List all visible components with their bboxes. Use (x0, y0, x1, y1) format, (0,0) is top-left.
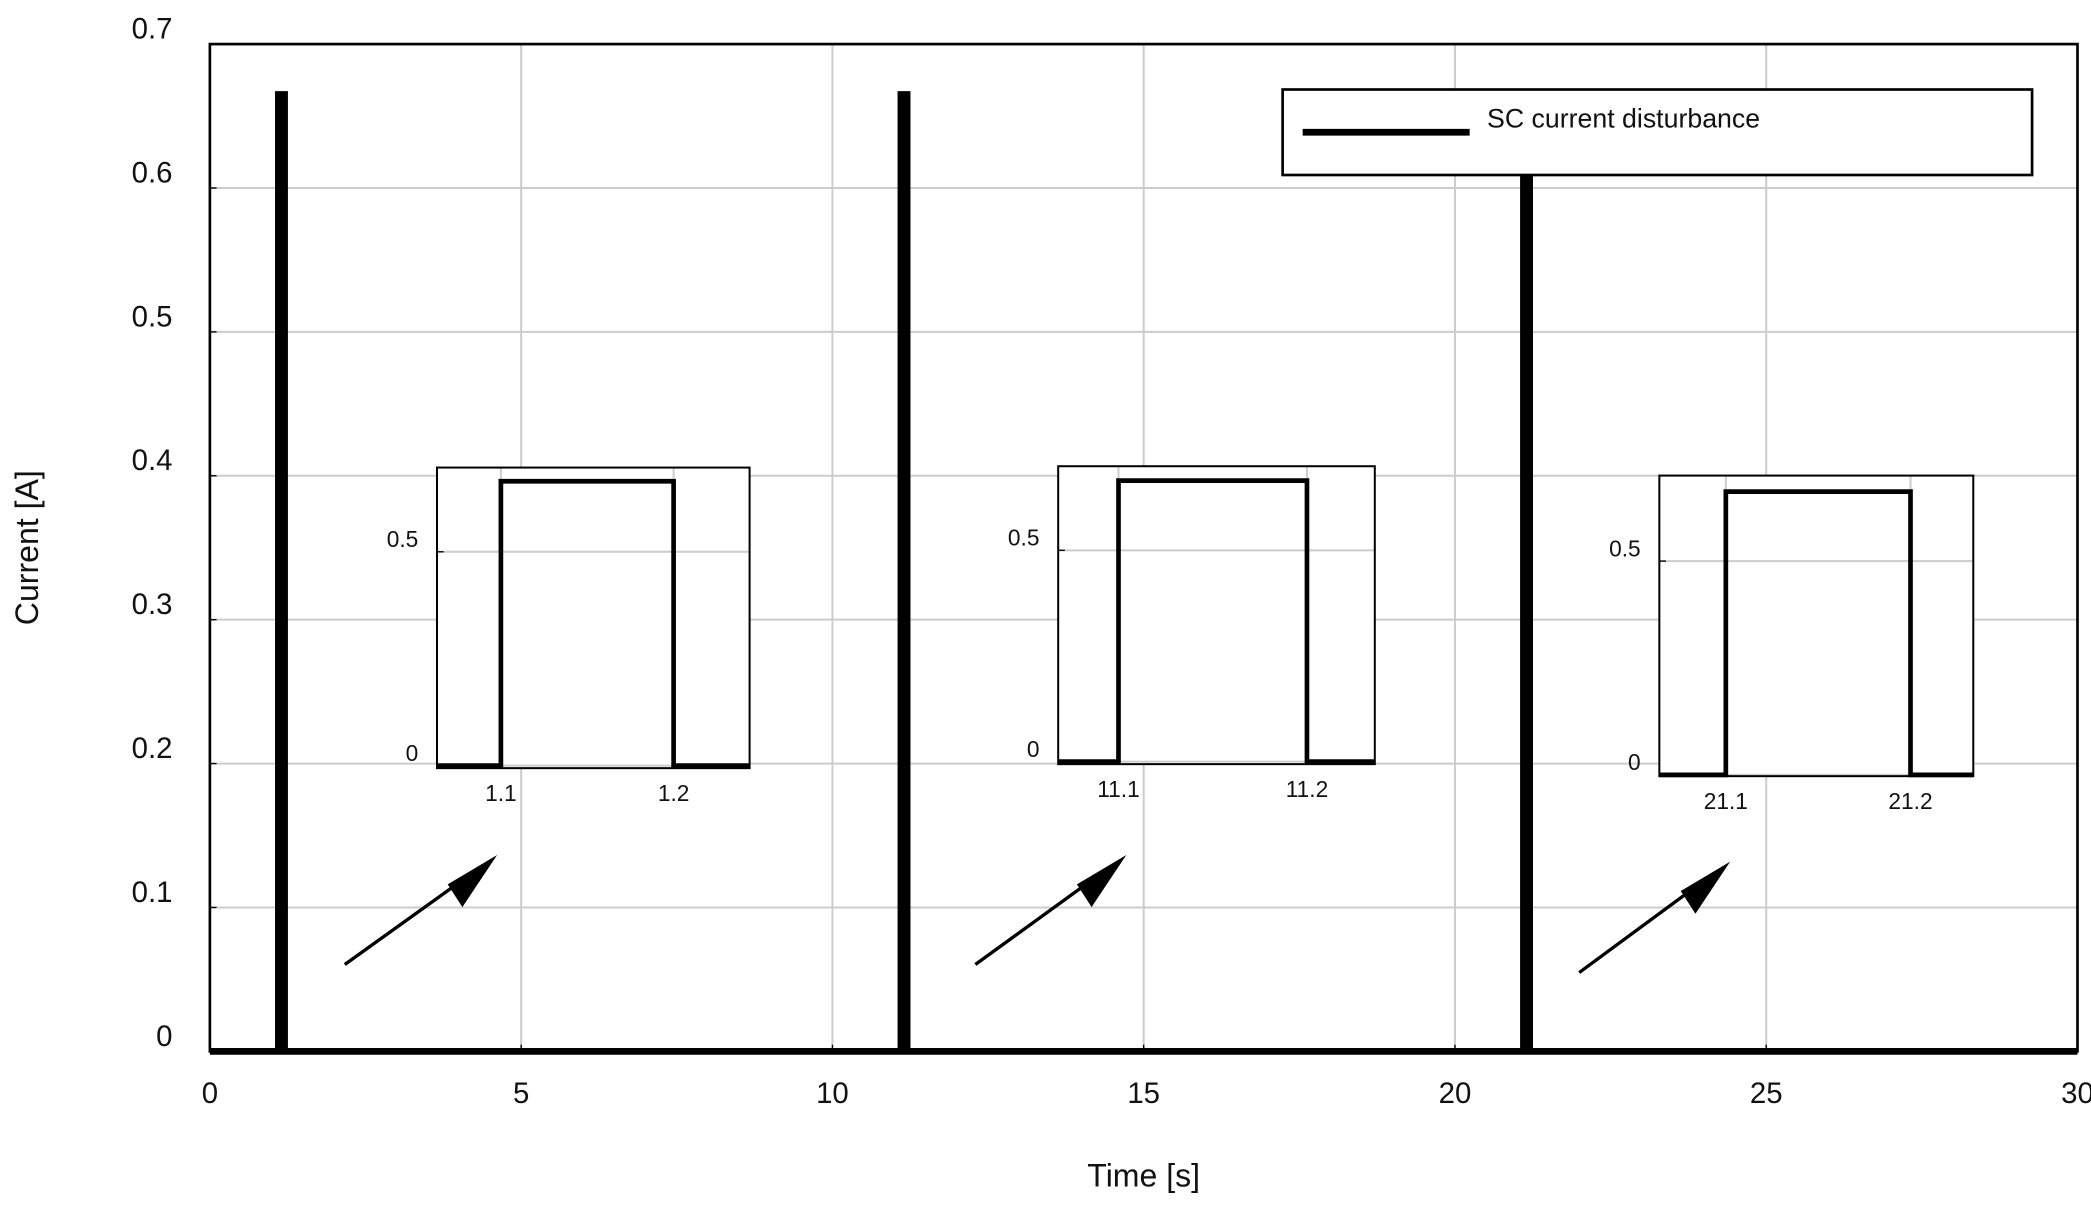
x-tick-label: 11.1 (1097, 776, 1140, 802)
y-tick-label: 0.7 (132, 12, 173, 45)
x-tick-label: 21.1 (1704, 788, 1748, 814)
plot-area (436, 467, 750, 769)
y-tick-label: 0.1 (132, 876, 173, 909)
x-tick-label: 30 (2061, 1077, 2091, 1110)
y-tick-label: 0.4 (132, 444, 173, 477)
y-tick-label: 0.6 (132, 156, 173, 189)
x-tick-label: 20 (1439, 1077, 1472, 1110)
y-tick-label: 0 (1027, 736, 1040, 762)
x-tick-label: 11.2 (1286, 776, 1329, 802)
y-tick-label: 0.5 (132, 300, 173, 333)
arrow (974, 875, 1098, 966)
plot-frame (1057, 465, 1376, 766)
plot-frame (1658, 474, 1975, 778)
y-tick-label: 0.3 (132, 588, 173, 621)
x-tick-label: 1.1 (485, 780, 517, 806)
x-axis-label: Time [s] (1087, 1158, 1200, 1194)
plot-area (1659, 475, 1974, 777)
arrow-head (1680, 861, 1731, 914)
inset-plot: 11.1 11.2 0 0.5 (1008, 465, 1376, 802)
y-axis-label: Current [A] (9, 470, 45, 625)
legend-label: SC current disturbance (1487, 103, 1760, 133)
arrow-head (447, 854, 498, 908)
x-tick-label: 25 (1750, 1077, 1783, 1110)
x-tick-label: 21.2 (1888, 788, 1932, 814)
y-tick-label: 0.5 (1609, 535, 1641, 561)
x-tick-label: 10 (816, 1077, 849, 1110)
arrow-head (1076, 854, 1127, 908)
arrow (1578, 881, 1702, 974)
data-line (1659, 489, 1974, 778)
x-tick-label: 15 (1127, 1077, 1160, 1110)
y-tick-label: 0 (1628, 749, 1641, 775)
inset-plot: 1.1 1.2 0 0.5 (387, 466, 751, 806)
arrows (343, 854, 1731, 974)
x-tick-label: 5 (513, 1077, 529, 1110)
y-tick-label: 0.5 (1008, 525, 1040, 551)
y-tick-label: 0.5 (387, 526, 419, 552)
data-line (1058, 478, 1375, 764)
data-line (436, 478, 750, 768)
plot-area (1058, 466, 1375, 765)
legend: SC current disturbance (1281, 88, 2034, 177)
y-tick-label: 0 (406, 740, 419, 766)
y-tick-label: 0.2 (132, 732, 173, 765)
x-tick-label: 0 (202, 1077, 218, 1110)
inset-plot: 21.1 21.2 0 0.5 (1609, 474, 1975, 814)
plot-frame (435, 466, 751, 770)
arrow (343, 875, 469, 966)
x-tick-label: 1.2 (658, 780, 690, 806)
plot-frame (208, 42, 2079, 1053)
y-tick-label: 0 (156, 1020, 172, 1053)
